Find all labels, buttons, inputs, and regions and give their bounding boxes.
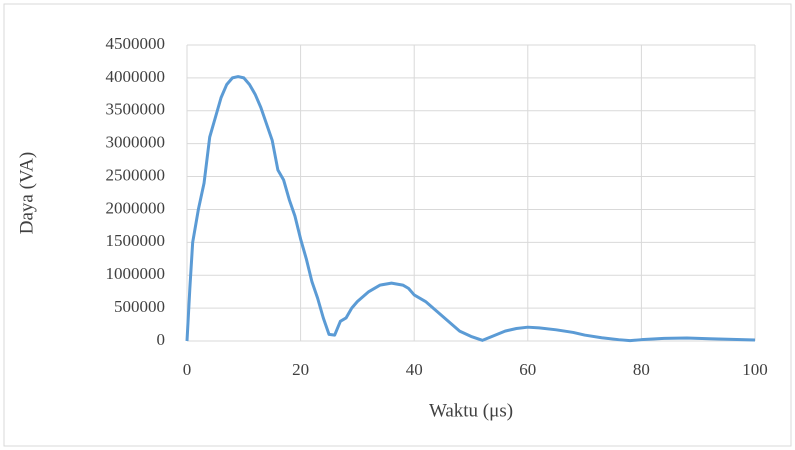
y-axis-title: Daya (VA) <box>16 152 37 235</box>
x-tick-label: 0 <box>183 360 192 379</box>
x-tick-label: 40 <box>406 360 423 379</box>
x-axis-title: Waktu (μs) <box>429 400 513 421</box>
data-line <box>185 75 756 343</box>
y-tick-label: 2500000 <box>106 165 166 184</box>
chart-border <box>3 3 792 447</box>
y-tick-label: 2000000 <box>106 198 166 217</box>
x-tick-label: 100 <box>742 360 768 379</box>
y-tick-label: 1500000 <box>106 231 166 250</box>
x-tick-label: 60 <box>519 360 536 379</box>
y-tick-label: 3500000 <box>106 100 166 119</box>
y-tick-label: 1000000 <box>106 264 166 283</box>
x-tick-label: 80 <box>633 360 650 379</box>
x-tick-label: 20 <box>292 360 309 379</box>
y-tick-label: 0 <box>157 330 166 349</box>
y-tick-label: 4000000 <box>106 67 166 86</box>
y-tick-label: 3000000 <box>106 133 166 152</box>
y-tick-label: 4500000 <box>106 34 166 53</box>
y-tick-label: 500000 <box>114 297 165 316</box>
